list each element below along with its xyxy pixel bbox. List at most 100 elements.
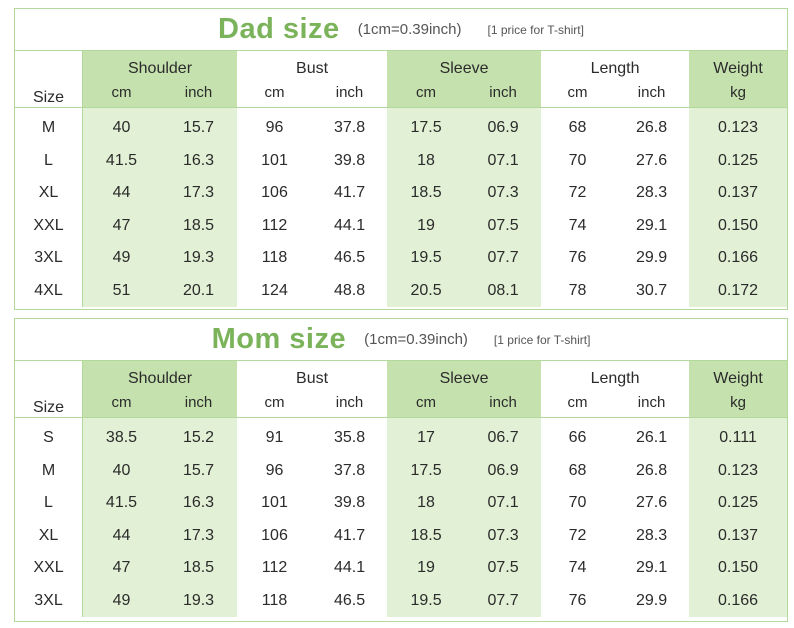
value-cell: 118: [237, 584, 313, 617]
value-cell: 18.5: [160, 209, 238, 242]
value-cell: 0.123: [689, 108, 788, 145]
value-cell: 18.5: [387, 519, 466, 552]
value-cell: 0.137: [689, 177, 788, 210]
mom-unit-note: (1cm=0.39inch): [364, 331, 468, 348]
table-row: 4XL 51 20.1 124 48.8 20.5 08.1 78 30.7 0.172: [15, 274, 788, 307]
dad-header-bust: Bust: [237, 51, 388, 78]
table-row: XXL 47 18.5 112 44.1 19 07.5 74 29.1 0.150: [15, 552, 788, 585]
value-cell: 27.6: [614, 144, 690, 177]
value-cell: 46.5: [312, 584, 388, 617]
value-cell: 15.7: [160, 454, 238, 487]
value-cell: 19: [387, 209, 466, 242]
mom-size-table: Size Shoulder Bust Sleeve Length Weight cm inch…: [15, 361, 788, 617]
value-cell: 28.3: [614, 519, 690, 552]
value-cell: 19.5: [387, 584, 466, 617]
value-cell: 29.9: [614, 584, 690, 617]
value-cell: 40: [83, 454, 160, 487]
value-cell: 0.137: [689, 519, 788, 552]
dad-unit-note: (1cm=0.39inch): [357, 21, 462, 38]
value-cell: 19.3: [160, 584, 238, 617]
value-cell: 39.8: [312, 487, 388, 520]
size-cell: 4XL: [15, 274, 83, 307]
value-cell: 46.5: [312, 242, 388, 275]
dad-header-weight: Weight: [689, 51, 788, 78]
size-cell: XL: [15, 177, 83, 210]
value-cell: 0.150: [689, 209, 788, 242]
value-cell: 29.1: [614, 552, 690, 585]
value-cell: 17.5: [387, 454, 466, 487]
value-cell: 17.5: [387, 108, 466, 145]
value-cell: 72: [541, 519, 615, 552]
value-cell: 41.5: [83, 487, 160, 520]
mom-unit-sleeve-inch: inch: [465, 388, 542, 418]
value-cell: 101: [237, 487, 313, 520]
value-cell: 96: [237, 454, 313, 487]
value-cell: 0.172: [689, 274, 788, 307]
value-cell: 08.1: [465, 274, 542, 307]
value-cell: 47: [83, 552, 160, 585]
value-cell: 0.123: [689, 454, 788, 487]
mom-unit-length-cm: cm: [541, 388, 615, 418]
size-cell: M: [15, 108, 83, 145]
value-cell: 07.7: [465, 242, 542, 275]
value-cell: 49: [83, 584, 160, 617]
value-cell: 17.3: [160, 519, 238, 552]
value-cell: 28.3: [614, 177, 690, 210]
table-row: XXL 47 18.5 112 44.1 19 07.5 74 29.1 0.150: [15, 209, 788, 242]
value-cell: 0.111: [689, 418, 788, 455]
mom-header-shoulder: Shoulder: [83, 361, 238, 388]
value-cell: 17.3: [160, 177, 238, 210]
value-cell: 07.7: [465, 584, 542, 617]
value-cell: 44.1: [312, 209, 388, 242]
dad-header-sleeve: Sleeve: [387, 51, 542, 78]
mom-header-sleeve: Sleeve: [387, 361, 542, 388]
value-cell: 68: [541, 108, 615, 145]
value-cell: 0.125: [689, 144, 788, 177]
dad-unit-bust-cm: cm: [237, 78, 313, 108]
value-cell: 19.3: [160, 242, 238, 275]
dad-size-table: Size Shoulder Bust Sleeve Length Weight cm inch…: [15, 51, 788, 307]
mom-header-weight: Weight: [689, 361, 788, 388]
value-cell: 44: [83, 177, 160, 210]
dad-unit-sleeve-inch: inch: [465, 78, 542, 108]
value-cell: 16.3: [160, 144, 238, 177]
value-cell: 112: [237, 209, 313, 242]
value-cell: 44: [83, 519, 160, 552]
value-cell: 0.150: [689, 552, 788, 585]
value-cell: 49: [83, 242, 160, 275]
value-cell: 26.1: [614, 418, 690, 455]
value-cell: 06.9: [465, 454, 542, 487]
size-cell: XXL: [15, 552, 83, 585]
dad-unit-sleeve-cm: cm: [387, 78, 466, 108]
value-cell: 70: [541, 144, 615, 177]
dad-size-header: Size: [15, 51, 83, 108]
mom-price-note: [1 price for T-shirt]: [493, 332, 591, 347]
table-row: XL 44 17.3 106 41.7 18.5 07.3 72 28.3 0.137: [15, 519, 788, 552]
value-cell: 29.9: [614, 242, 690, 275]
value-cell: 68: [541, 454, 615, 487]
value-cell: 35.8: [312, 418, 388, 455]
mom-unit-length-inch: inch: [614, 388, 690, 418]
mom-header-length: Length: [541, 361, 690, 388]
size-cell: S: [15, 418, 83, 455]
dad-unit-shoulder-inch: inch: [160, 78, 238, 108]
table-row: XL 44 17.3 106 41.7 18.5 07.3 72 28.3 0.137: [15, 177, 788, 210]
value-cell: 41.7: [312, 177, 388, 210]
value-cell: 07.5: [465, 552, 542, 585]
mom-size-chart: Mom size (1cm=0.39inch) [1 price for T-s…: [14, 318, 788, 622]
value-cell: 40: [83, 108, 160, 145]
value-cell: 66: [541, 418, 615, 455]
value-cell: 16.3: [160, 487, 238, 520]
value-cell: 37.8: [312, 454, 388, 487]
dad-header-length: Length: [541, 51, 690, 78]
size-cell: M: [15, 454, 83, 487]
table-row: S 38.5 15.2 91 35.8 17 06.7 66 26.1 0.111: [15, 418, 788, 455]
value-cell: 07.1: [465, 144, 542, 177]
table-row: L 41.5 16.3 101 39.8 18 07.1 70 27.6 0.125: [15, 487, 788, 520]
mom-unit-sleeve-cm: cm: [387, 388, 466, 418]
value-cell: 112: [237, 552, 313, 585]
value-cell: 118: [237, 242, 313, 275]
size-cell: 3XL: [15, 584, 83, 617]
value-cell: 19.5: [387, 242, 466, 275]
value-cell: 78: [541, 274, 615, 307]
